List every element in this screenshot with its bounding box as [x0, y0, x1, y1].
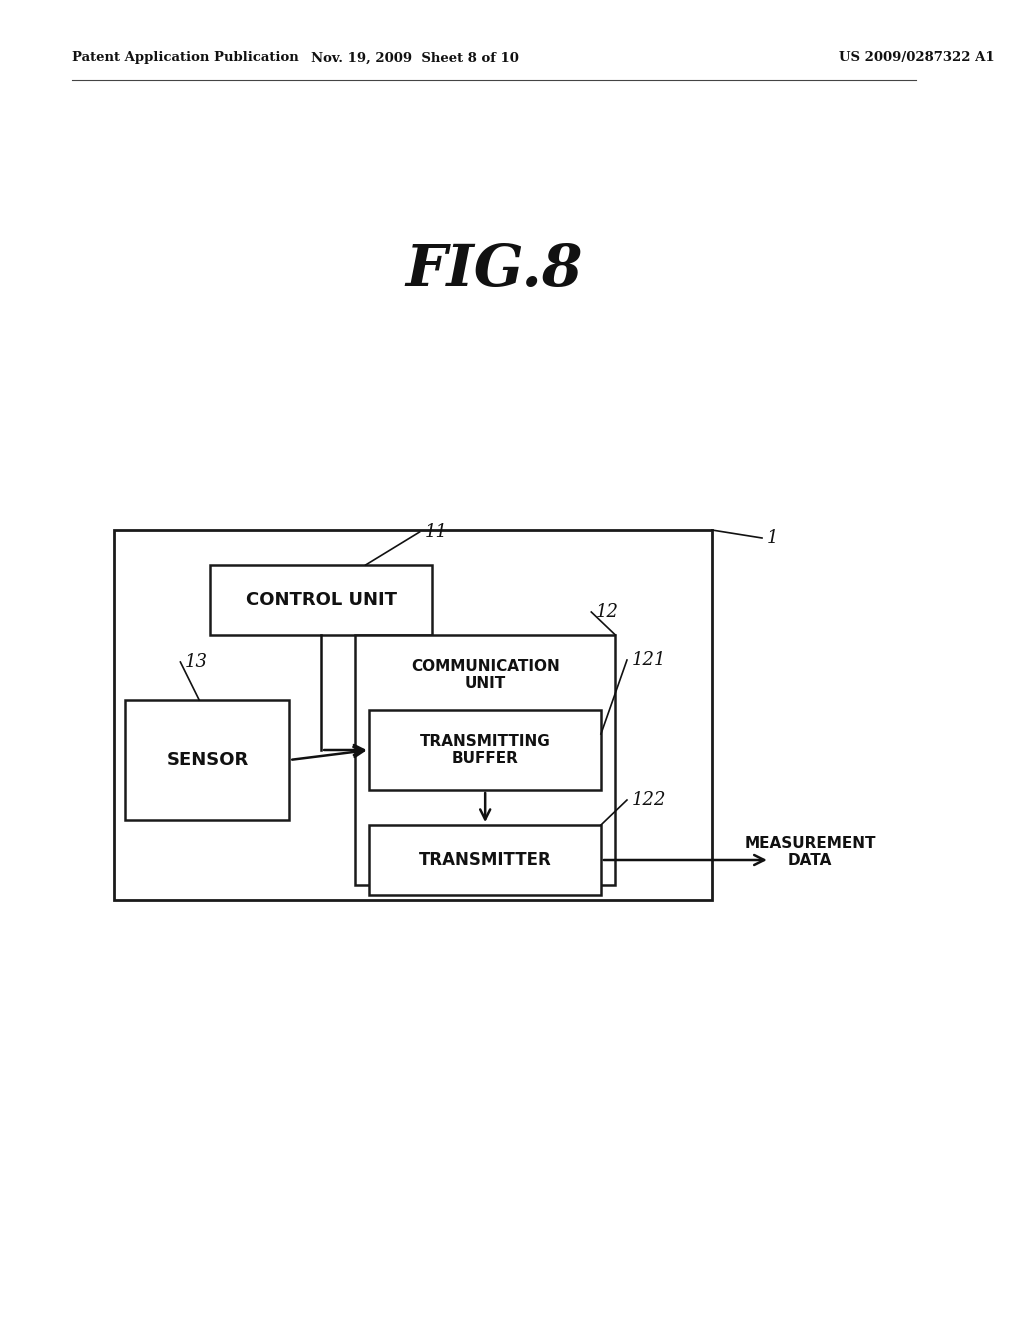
Bar — [210, 565, 432, 635]
Bar — [370, 710, 601, 789]
Bar — [114, 531, 712, 900]
Text: 121: 121 — [632, 651, 667, 669]
Text: 13: 13 — [185, 653, 208, 671]
Text: COMMUNICATION
UNIT: COMMUNICATION UNIT — [411, 659, 559, 692]
Text: MEASUREMENT
DATA: MEASUREMENT DATA — [744, 836, 876, 869]
Bar — [125, 700, 290, 820]
Text: 122: 122 — [632, 791, 667, 809]
Text: CONTROL UNIT: CONTROL UNIT — [246, 591, 396, 609]
Text: US 2009/0287322 A1: US 2009/0287322 A1 — [840, 51, 994, 65]
Text: TRANSMITTER: TRANSMITTER — [419, 851, 552, 869]
Text: Nov. 19, 2009  Sheet 8 of 10: Nov. 19, 2009 Sheet 8 of 10 — [311, 51, 519, 65]
Text: TRANSMITTING
BUFFER: TRANSMITTING BUFFER — [420, 734, 551, 766]
Text: 11: 11 — [424, 523, 447, 541]
Text: 1: 1 — [767, 529, 778, 546]
Text: FIG.8: FIG.8 — [406, 242, 583, 298]
Bar — [370, 825, 601, 895]
Text: SENSOR: SENSOR — [166, 751, 249, 770]
Text: Patent Application Publication: Patent Application Publication — [73, 51, 299, 65]
Bar — [355, 635, 615, 884]
Text: 12: 12 — [596, 603, 620, 620]
